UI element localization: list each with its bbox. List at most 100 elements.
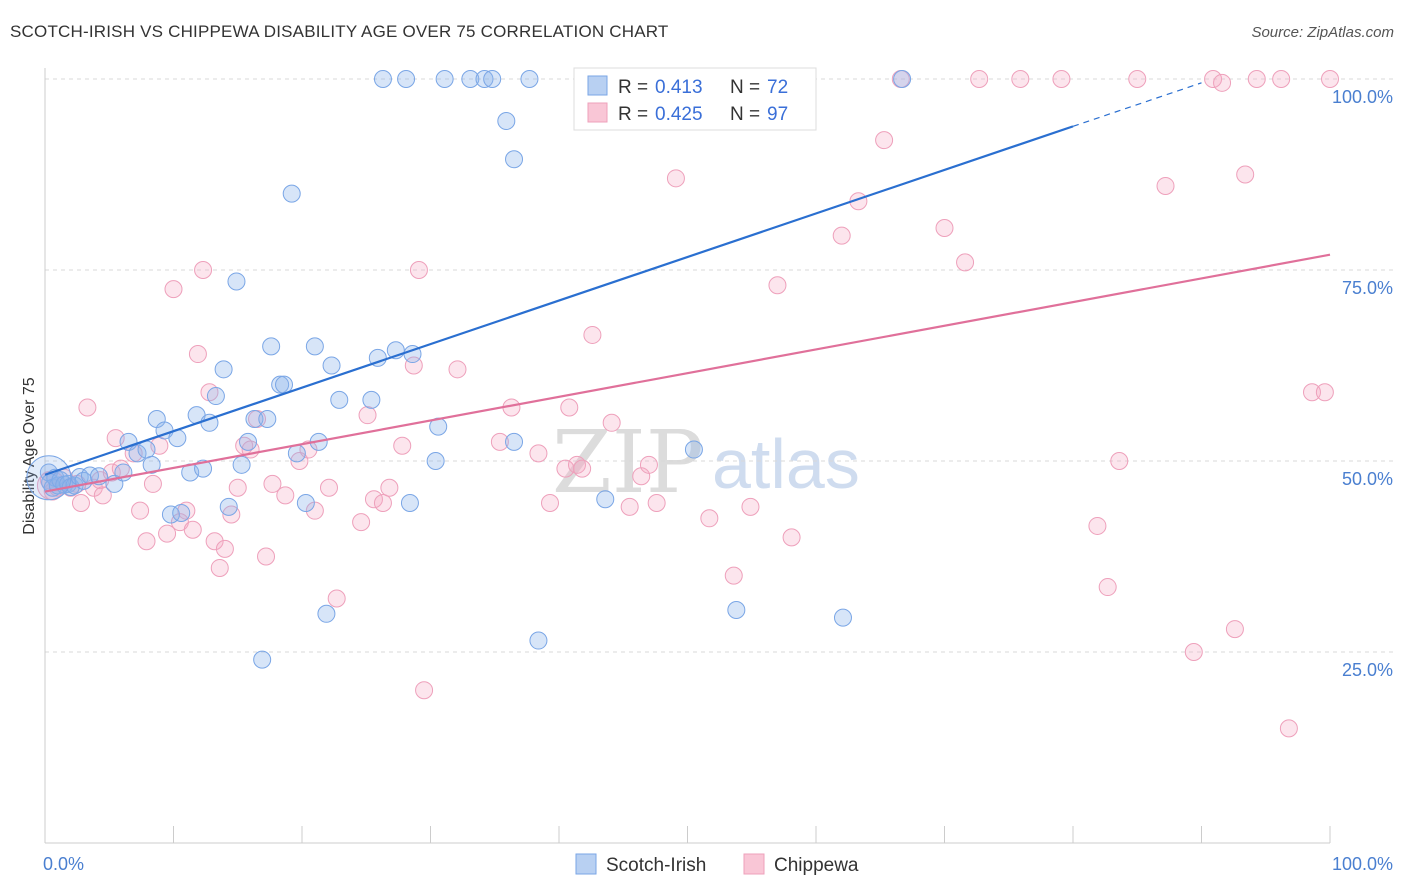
chippewa-point-42: [327, 589, 346, 608]
chippewa-point-24: [188, 345, 207, 364]
scotch-irish-point-56: [373, 70, 392, 88]
chippewa-point-68: [700, 509, 719, 528]
scotch-irish-point-30: [214, 360, 233, 379]
scotch-irish-point-52: [400, 494, 419, 513]
scotch-irish-point-47: [322, 356, 341, 375]
chippewa-point-10: [93, 486, 112, 505]
scotch-irish-point-72: [893, 70, 912, 88]
scotch-irish-point-24: [172, 503, 191, 522]
scotch-irish-point-32: [227, 272, 246, 291]
scotch-irish-point-60: [475, 70, 494, 88]
chippewa-point-82: [1088, 516, 1107, 535]
scotch-irish-point-cluster: [26, 455, 72, 501]
chippewa-point-15: [131, 501, 150, 520]
scotch-irish-point-64: [497, 112, 516, 131]
chippewa-point-81: [1052, 70, 1071, 88]
scotch-irish-point-18: [137, 440, 156, 459]
scotch-irish-point-41: [282, 184, 301, 203]
chippewa-point-80: [1011, 70, 1030, 88]
chippewa-point-97: [1279, 719, 1298, 738]
chippewa-point-19: [158, 524, 177, 543]
chippewa-point-65: [639, 455, 658, 474]
chippewa-point-83: [1098, 578, 1117, 597]
legend-n-value-2: 97: [767, 104, 788, 125]
source-label: Source: ZipAtlas.com: [1251, 24, 1394, 41]
scotch-irish-point-38: [262, 337, 281, 356]
chippewa-point-78: [956, 253, 975, 272]
legend-bottom-swatch-scotch-irish: [575, 853, 597, 875]
scotch-irish-point-65: [505, 150, 524, 169]
chippewa-point-62: [602, 413, 621, 432]
chippewa-point-90: [1225, 620, 1244, 639]
scotch-irish-point-54: [426, 452, 445, 470]
chippewa-point-71: [768, 276, 787, 295]
scotch-irish-point-66: [505, 432, 524, 451]
scotch-irish-point-62: [520, 70, 539, 88]
chippewa-point-94: [1303, 383, 1322, 402]
y-axis-title: Disability Age Over 75: [21, 377, 38, 535]
chippewa-point-25: [194, 261, 213, 279]
scotch-irish-point-40: [275, 375, 294, 394]
chippewa-point-87: [1184, 643, 1203, 661]
chippewa-point-70: [741, 497, 760, 516]
chippewa-point-91: [1236, 165, 1255, 184]
chippewa-point-77: [935, 218, 954, 237]
chippewa-point-35: [257, 547, 276, 566]
scotch-irish-point-43: [296, 494, 315, 513]
chippewa-point-40: [305, 501, 324, 520]
chippewa-point-63: [620, 497, 639, 516]
axes: [44, 68, 1331, 844]
x-tick-label-100: 100.0%: [1332, 854, 1393, 874]
legend-swatch-scotch-irish: [587, 75, 608, 96]
chippewa-point-72: [782, 528, 801, 547]
scotch-irish-point-19: [142, 455, 161, 474]
chippewa-point-23: [183, 520, 202, 539]
scotch-irish-trend-extension: [1072, 82, 1202, 127]
scotch-irish-point-50: [368, 348, 387, 367]
y-tick-label-50: 50.0%: [1342, 469, 1393, 489]
watermark-atlas: atlas: [712, 425, 860, 503]
legend-swatch-chippewa: [587, 102, 608, 123]
chippewa-point-73: [832, 226, 851, 245]
chippewa-point-95: [1315, 383, 1334, 402]
chippewa-trend-line: [44, 253, 1331, 493]
watermark: ZIP atlas: [552, 413, 860, 513]
chippewa-point-67: [666, 169, 685, 188]
chippewa-point-16: [137, 532, 156, 551]
chippewa-point-47: [380, 478, 399, 497]
scotch-irish-point-49: [362, 390, 381, 409]
scotch-irish-point-35: [245, 409, 264, 428]
scotch-irish-point-68: [596, 490, 615, 509]
legend-n-label-2: N =: [730, 104, 760, 125]
scotch-irish-points: [26, 70, 912, 669]
scotch-irish-point-33: [232, 455, 251, 474]
watermark-zip: ZIP: [552, 413, 704, 513]
chippewa-point-60: [573, 459, 592, 478]
chippewa-point-93: [1272, 70, 1291, 88]
chippewa-point-6: [71, 494, 90, 513]
chippewa-point-7: [78, 398, 97, 417]
legend-r-label-1: R =: [618, 77, 648, 98]
scotch-irish-point-59: [461, 70, 480, 88]
y-tick-label-25: 25.0%: [1342, 660, 1393, 680]
chippewa-point-92: [1247, 70, 1266, 88]
legend-n-value-1: 72: [767, 77, 788, 98]
chippewa-point-41: [319, 478, 338, 497]
scotch-irish-point-31: [219, 497, 238, 516]
chippewa-point-89: [1213, 73, 1232, 92]
chippewa-point-75: [875, 131, 894, 150]
chippewa-point-55: [529, 444, 548, 463]
chart-title: SCOTCH-IRISH VS CHIPPEWA DISABILITY AGE …: [10, 22, 669, 41]
scotch-irish-point-70: [727, 600, 746, 619]
chippewa-point-17: [143, 474, 162, 493]
scotch-irish-point-58: [435, 70, 454, 88]
legend-bottom-swatch-chippewa: [743, 853, 765, 875]
scotch-irish-point-27: [194, 459, 213, 478]
scotch-irish-trend-line: [44, 125, 1074, 476]
scotch-irish-point-37: [258, 409, 277, 428]
y-tick-label-75: 75.0%: [1342, 278, 1393, 298]
scotch-irish-point-48: [330, 390, 349, 409]
chippewa-point-51: [415, 681, 434, 700]
scotch-irish-point-34: [239, 432, 258, 451]
